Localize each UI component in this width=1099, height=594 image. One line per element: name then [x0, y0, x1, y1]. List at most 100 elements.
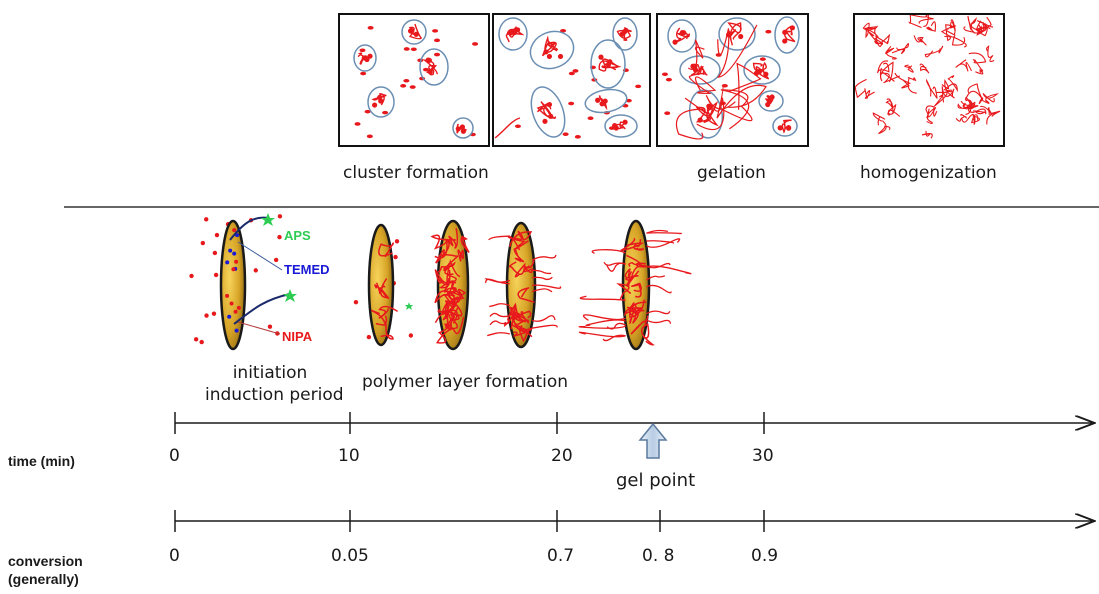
- conversion-tick-label: 0.9: [751, 546, 779, 566]
- nipa-dot: [353, 299, 359, 305]
- nipa-dot: [213, 272, 219, 278]
- cluster-outline: [743, 55, 781, 85]
- polymer-chain: [541, 35, 559, 57]
- reagent-label-temed: TEMED: [284, 262, 330, 277]
- monomer-dot: [364, 109, 371, 114]
- time-axis-label: time (min): [8, 453, 75, 469]
- nipa-dot: [200, 240, 206, 246]
- conversion-axis-ticks: [174, 510, 765, 532]
- reagent-label-nipa: NIPA: [282, 329, 313, 344]
- monomer-dot: [432, 29, 439, 33]
- monomer-dot: [422, 67, 429, 72]
- cluster-outline: [529, 30, 575, 70]
- stage-box-cluster-formation: [338, 13, 490, 147]
- monomer-dot: [410, 47, 417, 52]
- nipa-dot: [211, 311, 217, 316]
- nipa-dot: [214, 232, 220, 238]
- cluster-outline: [584, 88, 628, 114]
- nipa-dot: [273, 257, 279, 263]
- surface-disk: [578, 219, 692, 351]
- cluster-outline: [667, 19, 697, 53]
- nipa-dot: [253, 268, 258, 273]
- monomer-dot: [560, 28, 567, 33]
- monomer-dot: [562, 132, 569, 136]
- conversion-tick-label: 0. 8: [642, 546, 675, 566]
- time-axis-ticks: [174, 412, 765, 434]
- nipa-dot: [189, 273, 194, 279]
- monomer-dot: [434, 38, 441, 43]
- nipa-dot: [193, 337, 199, 342]
- monomer-dot: [367, 26, 374, 30]
- surface-disk: [484, 221, 562, 349]
- monomer-dot: [359, 48, 366, 53]
- polymer-chain: [357, 52, 368, 65]
- cluster-outline: [772, 115, 798, 137]
- nipa-dot: [203, 217, 209, 222]
- monomer-dot: [403, 47, 410, 51]
- cluster-outline: [604, 114, 638, 138]
- monomer-dot: [572, 69, 579, 73]
- surface-disk: [430, 219, 470, 351]
- time-tick-label: 10: [338, 446, 360, 466]
- gel-point-label: gel point: [616, 470, 696, 491]
- monomer-dot: [715, 53, 722, 57]
- nipa-dot: [212, 250, 218, 256]
- cluster-outline: [419, 48, 449, 86]
- stage-label-gelation: gelation: [697, 163, 766, 183]
- conversion-tick-label: 0.05: [331, 546, 369, 566]
- monomer-dot: [662, 72, 669, 77]
- conversion-axis-label: conversion (generally): [8, 552, 83, 588]
- cluster-outline: [498, 17, 528, 51]
- cluster-outline: [612, 17, 638, 51]
- conversion-tick-label: 0.7: [547, 546, 575, 566]
- cluster-outline: [530, 86, 566, 138]
- cluster-outline: [367, 86, 395, 118]
- monomer-dot: [574, 135, 581, 139]
- monomer-dot: [765, 29, 772, 34]
- monomer-dot: [635, 84, 642, 89]
- monomer-dot: [759, 57, 766, 61]
- monomer-dot: [514, 124, 521, 129]
- nipa-dot: [204, 313, 209, 318]
- process-label-initiation: initiation induction period: [205, 362, 344, 406]
- nipa-dot: [199, 339, 204, 345]
- cluster-outline: [774, 16, 800, 54]
- reagent-label-aps: APS: [284, 228, 311, 243]
- monomer-dot: [409, 85, 416, 89]
- stage-box-cluster-growth: [492, 13, 651, 147]
- monomer-dot: [360, 71, 367, 76]
- aps-star-icon: [261, 213, 413, 310]
- nipa-dot: [277, 234, 282, 240]
- cluster-outline: [758, 90, 784, 112]
- initiation-line1: initiation: [232, 363, 308, 383]
- monomer-dot: [568, 71, 575, 76]
- monomer-dot: [664, 111, 671, 115]
- monomer-dot: [366, 134, 373, 139]
- monomer-dot: [382, 110, 389, 115]
- time-tick-label: 0: [169, 446, 180, 466]
- time-tick-label: 20: [551, 446, 573, 466]
- process-label-polymer-layer: polymer layer formation: [362, 372, 569, 392]
- stage-label-cluster-formation: cluster formation: [343, 163, 489, 183]
- polymer-chain: [690, 63, 709, 77]
- monomer-dot: [587, 116, 594, 121]
- cluster-outline: [679, 55, 721, 85]
- stage-box-gelation: [656, 13, 809, 147]
- cluster-outline: [401, 19, 427, 45]
- monomer-dot: [400, 84, 407, 88]
- monomer-dot: [434, 52, 441, 57]
- nipa-dot: [393, 254, 398, 260]
- stage-box-homogenization: [853, 13, 1005, 147]
- nipa-dot: [408, 333, 414, 338]
- cluster-outline: [353, 44, 377, 72]
- initiation-line2: induction period: [205, 385, 344, 405]
- conversion-label-line2: (generally): [8, 571, 79, 587]
- monomer-dot: [472, 42, 479, 46]
- surface-disk: [219, 219, 247, 351]
- polymer-chain: [613, 121, 626, 130]
- polymer-chain: [371, 92, 387, 106]
- conversion-label-line1: conversion: [8, 553, 83, 569]
- time-tick-label: 30: [752, 446, 774, 466]
- polymer-chain: [752, 61, 770, 80]
